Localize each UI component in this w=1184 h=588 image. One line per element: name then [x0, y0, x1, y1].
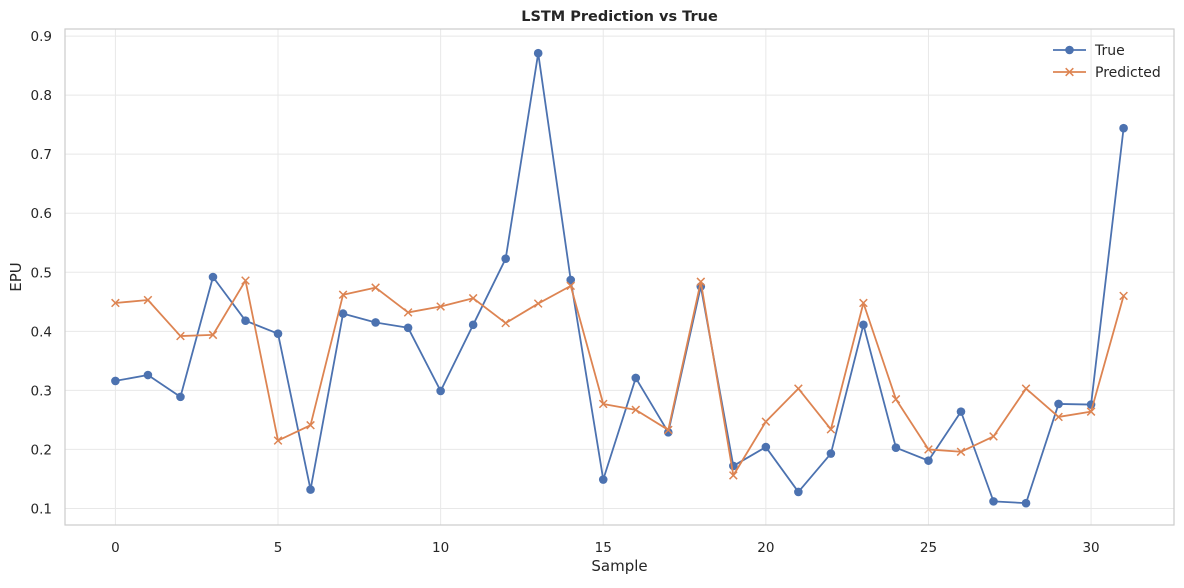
x-tick-label: 30	[1082, 540, 1099, 556]
data-point-predicted	[598, 399, 608, 409]
data-point-true	[306, 485, 315, 494]
data-point-true	[468, 320, 478, 330]
series-line-true	[115, 52, 1125, 505]
data-point-true	[761, 442, 771, 452]
plot-frame	[64, 28, 1175, 526]
data-point-true	[533, 48, 543, 58]
series-true	[111, 48, 1128, 508]
x-axis-label: Sample	[591, 557, 647, 575]
y-tick-label: 0.3	[31, 383, 52, 399]
legend-item-true: True	[1053, 43, 1125, 59]
data-point-true	[241, 316, 250, 325]
data-point-true	[371, 318, 380, 327]
data-point-true	[1054, 399, 1063, 409]
data-point-predicted	[1021, 384, 1031, 393]
data-point-true	[891, 443, 901, 452]
data-point-true	[111, 376, 120, 386]
data-point-true	[826, 449, 836, 458]
x-tick-label: 5	[274, 540, 283, 556]
data-point-predicted	[111, 298, 120, 308]
data-point-true	[208, 272, 218, 282]
y-tick-label: 0.2	[31, 442, 52, 458]
data-point-true	[403, 323, 413, 333]
legend-item-predicted: Predicted	[1053, 65, 1161, 81]
data-point-true	[598, 475, 608, 484]
series-predicted	[111, 276, 1128, 480]
data-point-predicted	[728, 471, 738, 480]
y-tick-label: 0.5	[31, 265, 52, 281]
data-point-true	[1021, 498, 1031, 508]
grid	[65, 29, 1174, 525]
legend-marker-predicted	[1065, 67, 1074, 77]
y-tick-label: 0.6	[31, 206, 52, 222]
data-point-predicted	[1054, 412, 1063, 422]
data-point-predicted	[208, 330, 218, 340]
x-tick-label: 15	[595, 540, 612, 556]
y-tick-label: 0.1	[31, 501, 52, 517]
data-point-true	[859, 320, 868, 330]
data-point-predicted	[891, 394, 901, 404]
legend-label-predicted: Predicted	[1095, 65, 1161, 81]
data-point-predicted	[403, 308, 413, 317]
series-line-predicted	[115, 279, 1125, 477]
legend-label-true: True	[1094, 43, 1125, 59]
tick-labels: 0 5 10 15 20 25 30 0.1 0.2 0.3 0.4 0.5 0.6 0.7 0.8 0.9	[31, 29, 1100, 556]
data-point-predicted	[989, 432, 998, 441]
data-point-true	[436, 386, 445, 396]
y-axis-label: EPU	[7, 262, 25, 292]
data-point-predicted	[794, 384, 803, 393]
data-point-predicted	[143, 295, 153, 305]
data-point-true	[924, 456, 933, 465]
data-point-predicted	[436, 302, 445, 311]
data-point-predicted	[956, 447, 966, 457]
data-point-true	[501, 254, 510, 263]
data-point-predicted	[273, 436, 283, 445]
data-point-true	[176, 392, 185, 402]
data-point-true	[1119, 123, 1128, 133]
data-point-predicted	[859, 298, 868, 308]
chart-title: LSTM Prediction vs True	[521, 9, 718, 25]
data-point-true	[794, 487, 803, 497]
data-point-true	[989, 497, 998, 506]
data-point-predicted	[306, 420, 315, 430]
data-point-predicted	[468, 293, 478, 303]
legend-marker-true	[1065, 45, 1074, 55]
data-point-predicted	[533, 299, 543, 308]
x-tick-label: 0	[111, 540, 120, 556]
data-point-true	[956, 407, 966, 416]
data-point-predicted	[241, 276, 250, 285]
y-tick-label: 0.7	[31, 147, 52, 163]
y-tick-label: 0.4	[31, 324, 52, 340]
x-tick-label: 10	[432, 540, 449, 556]
data-point-predicted	[826, 425, 836, 434]
x-tick-label: 20	[757, 540, 774, 556]
data-point-true	[273, 329, 283, 338]
data-point-predicted	[338, 290, 348, 300]
data-point-predicted	[566, 281, 576, 291]
data-point-predicted	[696, 277, 706, 287]
data-point-true	[566, 275, 576, 285]
x-tick-label: 25	[920, 540, 937, 556]
data-point-predicted	[371, 283, 380, 292]
data-point-predicted	[1086, 407, 1096, 416]
data-point-predicted	[176, 331, 185, 341]
data-point-predicted	[924, 445, 933, 454]
series-layer	[111, 48, 1128, 508]
data-point-true	[338, 309, 348, 318]
data-point-true	[143, 370, 153, 380]
y-tick-label: 0.8	[31, 88, 52, 104]
y-tick-label: 0.9	[31, 29, 52, 45]
data-point-predicted	[663, 425, 673, 435]
data-point-true	[631, 373, 641, 383]
data-point-predicted	[1119, 291, 1128, 301]
data-point-predicted	[501, 318, 511, 328]
data-point-predicted	[761, 417, 771, 426]
data-point-predicted	[631, 405, 641, 415]
data-point-true	[663, 427, 673, 437]
legend: True Predicted	[1053, 43, 1161, 81]
